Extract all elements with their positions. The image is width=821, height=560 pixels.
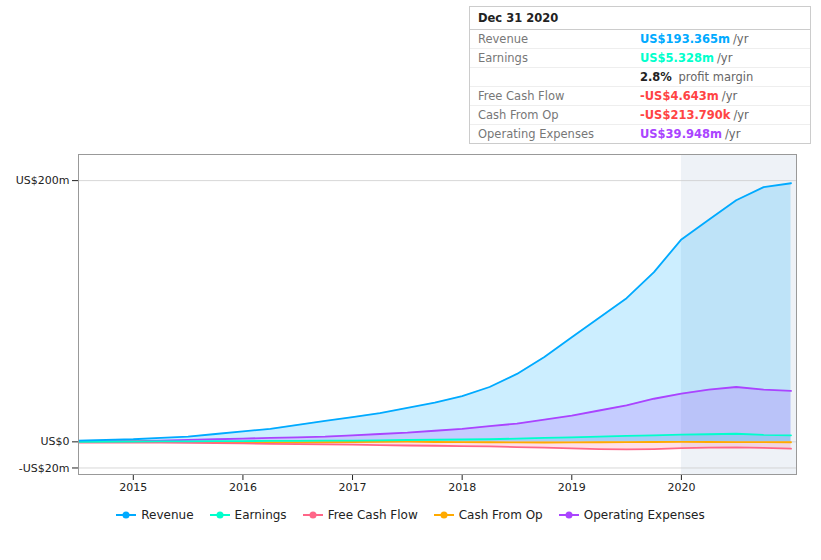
html-text:Operating Expenses: Operating Expenses [478, 127, 594, 141]
html-text:-US$213.790k /yr: -US$213.790k /yr [640, 108, 749, 122]
html-text:Earnings: Earnings [234, 508, 287, 522]
html-text:Free Cash Flow: Free Cash Flow [327, 508, 418, 522]
html-text:Cash From Op: Cash From Op [458, 508, 543, 522]
html-text:Revenue: Revenue [141, 508, 194, 522]
svg-text:2016: 2016 [229, 481, 257, 494]
svg-text:US$0: US$0 [40, 435, 69, 448]
svg-text:2019: 2019 [558, 481, 586, 494]
html-text:Revenue: Revenue [478, 32, 529, 46]
html-text:Operating Expenses: Operating Expenses [583, 508, 705, 522]
svg-text:US$200m: US$200m [16, 174, 70, 187]
html-text:US$193.365m /yr: US$193.365m /yr [640, 32, 749, 46]
html-text:2.8% profit margin: 2.8% profit margin [640, 70, 754, 84]
html-text:Dec 31 2020: Dec 31 2020 [478, 11, 559, 25]
html-text:Cash From Op: Cash From Op [478, 108, 559, 122]
html-text:Earnings: Earnings [478, 51, 528, 65]
html-text:Free Cash Flow: Free Cash Flow [478, 89, 565, 103]
html-text:-US$4.643m /yr: -US$4.643m /yr [640, 89, 738, 103]
html-text:US$5.328m /yr: US$5.328m /yr [640, 51, 733, 65]
svg-text:-US$20m: -US$20m [19, 461, 70, 474]
svg-text:2018: 2018 [448, 481, 476, 494]
svg-text:2020: 2020 [667, 481, 695, 494]
svg-text:2017: 2017 [339, 481, 367, 494]
svg-text:2015: 2015 [119, 481, 147, 494]
html-text:US$39.948m /yr: US$39.948m /yr [640, 127, 741, 141]
